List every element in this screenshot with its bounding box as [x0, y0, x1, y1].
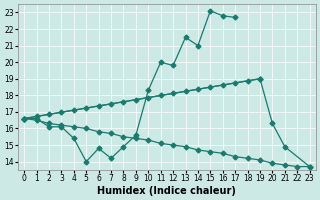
X-axis label: Humidex (Indice chaleur): Humidex (Indice chaleur)	[98, 186, 236, 196]
